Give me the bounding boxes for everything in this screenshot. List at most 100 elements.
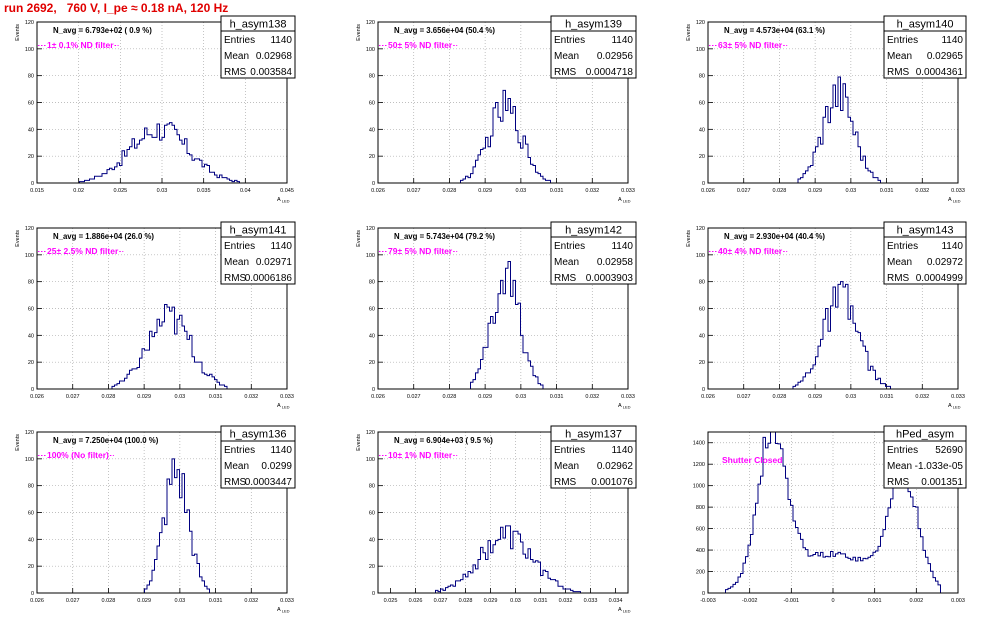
stats-value-rms: 0.0004361 (916, 67, 964, 78)
y-tick-label: 0 (31, 387, 34, 393)
stats-value-entries: 52690 (935, 445, 963, 456)
x-tick-label: 0.026 (371, 188, 385, 194)
y-tick-label: 800 (696, 505, 705, 511)
histogram-name: h_asym137 (565, 429, 622, 441)
x-tick-label: 0.027 (434, 598, 448, 604)
x-tick-label: 0.033 (951, 394, 965, 400)
y-tick-label: 20 (28, 360, 34, 366)
x-tick-label: 0.025 (384, 598, 398, 604)
y-tick-label: 120 (366, 430, 375, 436)
y-tick-label: 120 (366, 20, 375, 26)
histogram-pad: 0 20 40 60 80 100 120 0.026 0.027 0.028 0.029 0.03 0… (686, 15, 967, 204)
y-tick-label: 80 (699, 74, 705, 80)
run-title: run 2692, 760 V, I_pe ≈ 0.18 nA, 120 Hz (4, 1, 229, 15)
stats-label-mean: Mean (887, 461, 912, 472)
y-tick-label: 0 (31, 591, 34, 597)
stats-value-rms: 0.001076 (591, 477, 633, 488)
x-tick-label: 0.04 (240, 188, 251, 194)
y-tick-label: 60 (699, 307, 705, 313)
stats-value-entries: 1140 (611, 445, 633, 456)
x-tick-label: 0.027 (407, 188, 421, 194)
navg-label: N_avg = 6.793e+02 ( 0.9 %) (53, 26, 152, 35)
x-tick-label: 0.027 (66, 394, 80, 400)
x-tick-label: 0.027 (407, 394, 421, 400)
stats-value-mean: 0.0299 (261, 461, 292, 472)
stats-value-entries: 1140 (611, 35, 633, 46)
x-tick-label: 0.031 (209, 394, 223, 400)
x-tick-label: 0.029 (478, 394, 492, 400)
x-tick-label: 0.026 (409, 598, 423, 604)
stats-value-mean: -1.033e-05 (915, 461, 964, 472)
histogram-name: h_asym141 (230, 225, 287, 237)
x-axis-title-sub: LED (622, 405, 631, 410)
histogram-name: h_asym140 (897, 19, 954, 31)
y-tick-label: 100 (25, 253, 34, 259)
y-tick-label: 0 (31, 181, 34, 187)
x-axis-title: A LED (618, 403, 631, 410)
y-tick-label: 20 (369, 564, 375, 570)
stats-value-mean: 0.02968 (256, 51, 293, 62)
x-axis-title-sub: LED (622, 199, 631, 204)
x-tick-label: 0.029 (808, 188, 822, 194)
stats-label-rms: RMS (887, 67, 910, 78)
y-tick-label: 120 (25, 430, 34, 436)
x-tick-label: 0.032 (244, 394, 258, 400)
stats-label-rms: RMS (887, 273, 910, 284)
filter-label: 40± 4% ND filter (718, 246, 783, 256)
y-tick-label: 80 (369, 74, 375, 80)
stats-label-entries: Entries (224, 241, 255, 252)
x-tick-label: 0.031 (880, 394, 894, 400)
navg-label: N_avg = 7.250e+04 (100.0 %) (53, 436, 159, 445)
x-axis-title: A LED (618, 197, 631, 204)
x-tick-label: 0.034 (609, 598, 623, 604)
x-axis-title: A LED (277, 607, 290, 614)
stats-value-rms: 0.0003447 (245, 477, 293, 488)
y-tick-label: 600 (696, 527, 705, 533)
stats-label-entries: Entries (224, 445, 255, 456)
x-tick-label: 0.028 (773, 188, 787, 194)
x-axis-title-sub: LED (281, 609, 290, 614)
y-tick-label: 100 (366, 253, 375, 259)
y-tick-label: 0 (372, 387, 375, 393)
x-axis-title-sub: LED (281, 405, 290, 410)
x-tick-label: 0.028 (443, 394, 457, 400)
x-tick-label: 0.03 (845, 188, 856, 194)
stats-value-mean: 0.02971 (256, 257, 293, 268)
x-tick-label: 0.026 (701, 394, 715, 400)
y-tick-label: 40 (28, 127, 34, 133)
y-tick-label: 60 (28, 511, 34, 517)
stats-value-rms: 0.0003903 (586, 273, 634, 284)
filter-label: 25± 2.5% ND filter (47, 246, 119, 256)
y-tick-label: 0 (372, 591, 375, 597)
y-axis-title: Events (686, 230, 692, 247)
stats-label-mean: Mean (224, 461, 249, 472)
stats-label-rms: RMS (554, 273, 577, 284)
x-tick-label: -0.001 (784, 598, 800, 604)
stats-label-mean: Mean (554, 257, 579, 268)
navg-label: N_avg = 3.656e+04 (50.4 %) (394, 26, 495, 35)
x-tick-label: 0.027 (737, 188, 751, 194)
x-tick-label: 0.03 (174, 394, 185, 400)
y-tick-label: 20 (28, 564, 34, 570)
filter-label: 63± 5% ND filter (718, 40, 783, 50)
y-axis-title: Events (356, 230, 362, 247)
stats-label-entries: Entries (887, 241, 918, 252)
filter-label: Shutter Closed (722, 455, 782, 465)
y-axis-title: Events (356, 434, 362, 451)
plot-frame (377, 431, 629, 594)
plot-frame (377, 227, 629, 390)
stats-label-entries: Entries (224, 35, 255, 46)
stats-label-entries: Entries (554, 35, 585, 46)
y-tick-label: 1000 (693, 484, 705, 490)
y-tick-label: 100 (25, 457, 34, 463)
navg-label: N_avg = 1.886e+04 (26.0 %) (53, 232, 154, 241)
x-axis-title-sub: LED (622, 609, 631, 614)
y-tick-label: 20 (699, 154, 705, 160)
y-axis-title: Events (686, 24, 692, 41)
y-tick-label: 100 (366, 457, 375, 463)
x-axis-title: A LED (948, 197, 961, 204)
stats-value-mean: 0.02958 (597, 257, 634, 268)
stats-value-entries: 1140 (941, 241, 963, 252)
histogram-pad: 0 20 40 60 80 100 120 0.015 0.02 0.025 0.03 0.035 0.… (15, 15, 296, 204)
y-tick-label: 100 (696, 47, 705, 53)
